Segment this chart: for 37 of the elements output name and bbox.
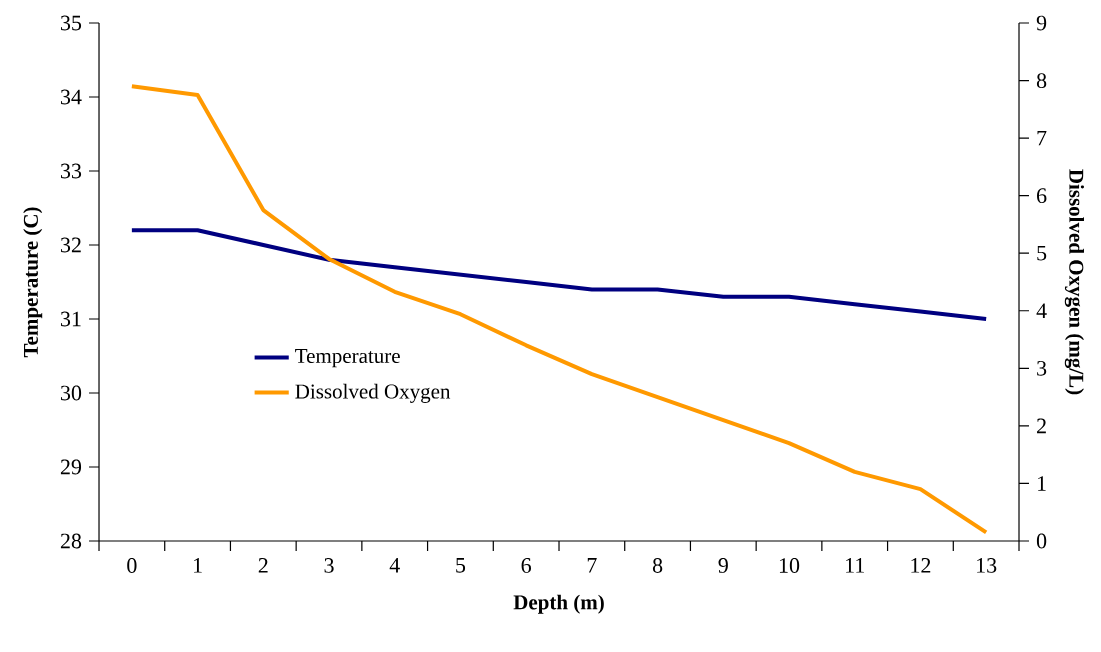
legend-label: Dissolved Oxygen	[295, 383, 451, 403]
x-tick-label: 13	[977, 558, 997, 573]
y2-tick-label: 8	[1036, 73, 1047, 88]
y-tick-label: 35	[61, 15, 82, 31]
y-tick-label: 33	[61, 163, 82, 179]
x-tick-label: 10	[779, 558, 800, 573]
x-tick-label: 1	[194, 558, 202, 573]
x-tick-label: 8	[652, 558, 663, 573]
x-tick-label: 11	[846, 558, 864, 573]
x-axis-title: Depth (m)	[513, 594, 604, 614]
x-tick-label: 6	[521, 558, 531, 573]
x-tick-label: 9	[718, 558, 728, 573]
x-tick-label: 12	[911, 558, 931, 573]
x-tick-label: 2	[258, 558, 268, 573]
y-tick-label: 32	[61, 237, 81, 253]
y-tick-label: 30	[61, 385, 82, 401]
y2-tick-label: 6	[1037, 188, 1047, 204]
y-tick-label: 31	[61, 311, 81, 327]
y2-tick-label: 2	[1037, 418, 1046, 434]
x-tick-label: 4	[389, 558, 400, 573]
y-axis-title: Temperature (C)	[23, 207, 43, 358]
y-tick-label: 28	[60, 533, 82, 549]
y2-tick-label: 9	[1036, 15, 1047, 31]
y-tick-label: 29	[60, 459, 82, 475]
x-tick-label: 3	[324, 558, 334, 573]
y-tick-label: 34	[61, 89, 82, 105]
y2-tick-label: 3	[1037, 360, 1047, 376]
y2-tick-label: 1	[1038, 476, 1046, 491]
y2-tick-label: 4	[1036, 303, 1047, 319]
x-tick-label: 5	[456, 558, 466, 573]
y2-tick-label: 7	[1037, 130, 1047, 146]
y2-axis-title: Dissolved Oxygen (mg/L)	[1064, 169, 1084, 395]
legend-label: Temperature	[295, 349, 400, 368]
y2-tick-label: 0	[1036, 533, 1047, 549]
y2-tick-label: 5	[1037, 245, 1047, 261]
x-tick-label: 0	[127, 558, 137, 573]
x-tick-label: 7	[587, 558, 597, 573]
